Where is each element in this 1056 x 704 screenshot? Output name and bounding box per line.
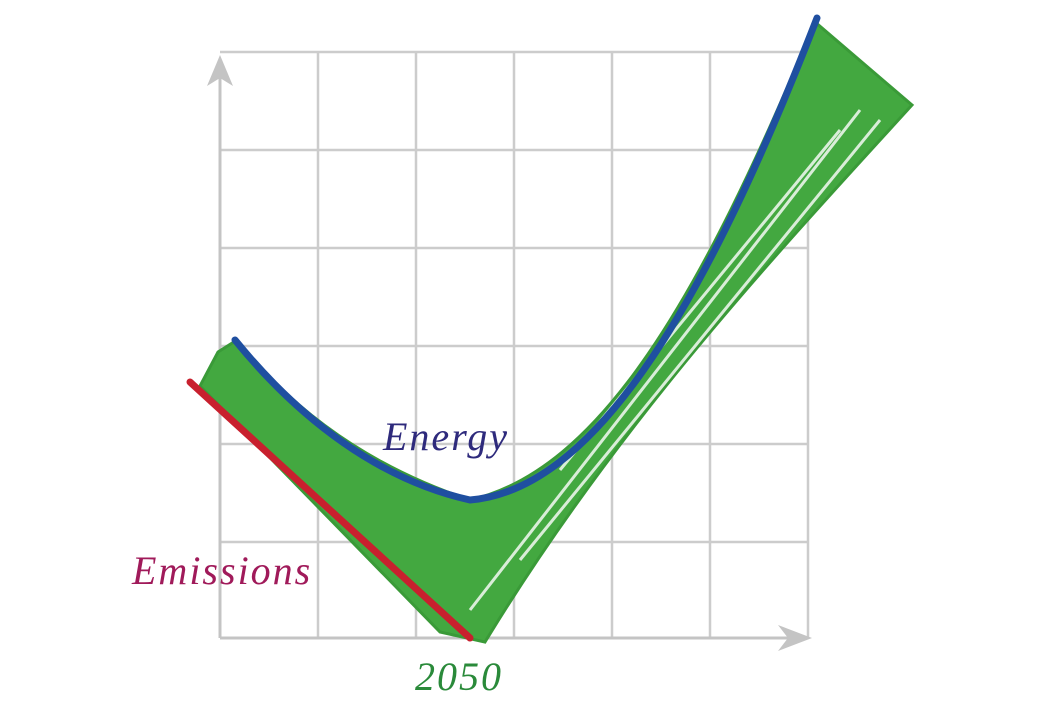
energy-line [231, 14, 821, 504]
energy-label: Energy [382, 414, 509, 459]
emissions-line [186, 378, 474, 642]
year-label: 2050 [415, 654, 503, 699]
emissions-label: Emissions [131, 548, 312, 593]
check-fill [198, 19, 915, 644]
